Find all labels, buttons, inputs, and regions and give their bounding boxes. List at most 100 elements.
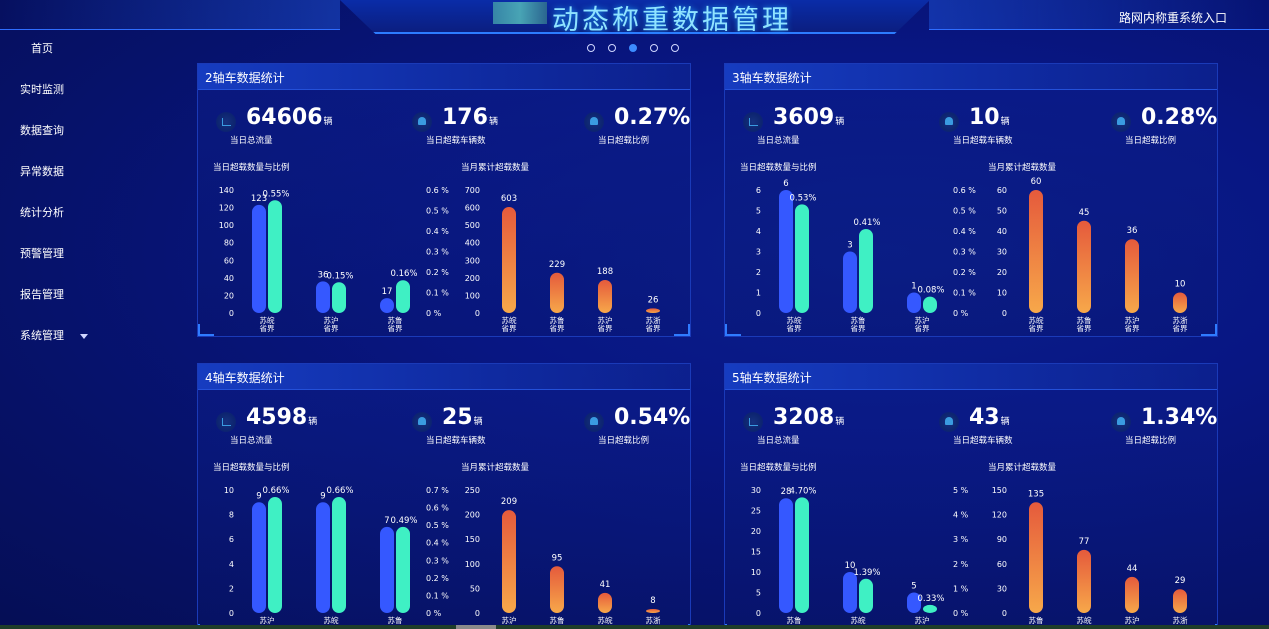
x-tick-label: 苏皖 (502, 315, 517, 325)
stat-caption: 当日总流量 (757, 436, 800, 446)
panel-title: 2轴车数据统计 (205, 71, 285, 85)
y2-tick-label: 2 % (953, 560, 969, 569)
bar-monthly (1173, 589, 1187, 613)
y2-tick-label: 0.6 % (953, 186, 976, 195)
y2-tick-label: 0.3 % (953, 248, 976, 257)
y-tick-label: 10 (997, 289, 1007, 298)
chart-icon (743, 112, 763, 132)
bell-icon (939, 412, 959, 432)
stat-value: 25辆 (442, 405, 483, 430)
daily-chart-title: 当日超载数量与比例 (213, 463, 290, 473)
stat-caption: 当日超载比例 (598, 436, 650, 446)
panel-header: 3轴车数据统计 (725, 64, 1217, 90)
y-tick-label: 30 (751, 486, 761, 495)
y2-tick-label: 0.7 % (426, 486, 449, 495)
y-tick-label: 60 (224, 256, 234, 265)
chart-icon (216, 412, 236, 432)
bar-monthly (1029, 502, 1043, 613)
panel-charts: 0 2 4 6 8 10 0 % 0.1 % 0.2 % 0.3 % 0.4 % 0.5 % 0.6 %… (224, 486, 661, 625)
stat-value: 43辆 (969, 405, 1010, 430)
data-label: 29 (1175, 576, 1186, 586)
sidebar-item-realtime-monitoring[interactable]: 实时监测 (20, 83, 64, 96)
x-tick-label: 省界 (1125, 323, 1141, 333)
bar-count (252, 502, 266, 613)
top-header: 动态称重数据管理 路网内称重系统入口 (0, 0, 1269, 36)
carousel-dot[interactable] (587, 44, 595, 52)
y-tick-label: 5 (756, 589, 761, 598)
stat-value: 10辆 (969, 105, 1010, 130)
sidebar-item-system-management[interactable]: 系统管理 (20, 327, 88, 343)
stat-caption: 当日超载车辆数 (426, 436, 486, 446)
y2-tick-label: 5 % (953, 486, 969, 495)
title-banner (340, 0, 930, 34)
panel-charts: 0 20 40 60 80 100 120 140 0 % 0.1 % 0.2 % 0.3 % 0.4 … (219, 186, 661, 333)
x-tick-label: 苏皖 (787, 315, 802, 325)
bar-count (907, 292, 921, 313)
bar-count (380, 526, 394, 613)
data-label: 135 (1028, 489, 1044, 499)
y-tick-label: 200 (465, 511, 480, 520)
sidebar-item-statistics[interactable]: 统计分析 (20, 206, 64, 219)
bar-monthly (1125, 576, 1139, 613)
stat-caption: 当日总流量 (230, 436, 273, 446)
y-tick-label: 200 (465, 274, 480, 283)
data-label: 209 (501, 497, 517, 507)
y2-tick-label: 0 % (953, 609, 969, 618)
bar-ratio (923, 296, 937, 313)
y2-tick-label: 0.5 % (426, 207, 449, 216)
x-tick-label: 苏鲁 (550, 615, 565, 625)
bar-monthly (1077, 220, 1091, 313)
bar-monthly (646, 609, 660, 613)
sidebar-item-alert-management[interactable]: 预警管理 (20, 247, 64, 260)
sidebar-item-home[interactable]: 首页 (31, 42, 53, 55)
x-tick-label: 苏鲁 (550, 315, 565, 325)
y-tick-label: 0 (1002, 609, 1007, 618)
y-tick-label: 0 (756, 309, 761, 318)
y2-tick-label: 0.1 % (426, 289, 449, 298)
x-tick-label: 省界 (550, 323, 565, 333)
y2-tick-label: 0 % (426, 609, 442, 618)
chevron-down-icon[interactable] (80, 333, 88, 339)
data-label: 0.55% (262, 189, 289, 199)
x-tick-label: 省界 (1173, 323, 1189, 333)
y2-tick-label: 0 % (426, 309, 442, 318)
x-tick-label: 苏鲁 (388, 615, 403, 625)
data-label: 1.39% (853, 568, 880, 578)
sidebar-item-report-management[interactable]: 报告管理 (20, 288, 64, 301)
bar-count (316, 502, 330, 613)
x-tick-label: 苏鲁 (1077, 315, 1092, 325)
carousel-dot-active[interactable] (629, 44, 637, 52)
y2-tick-label: 0.2 % (953, 268, 976, 277)
data-label: 0.33% (917, 594, 944, 604)
horizontal-scrollbar[interactable] (0, 625, 1269, 629)
y-tick-label: 25 (751, 507, 761, 516)
carousel-dot[interactable] (650, 44, 658, 52)
bar-count (316, 281, 330, 313)
carousel-dot[interactable] (671, 44, 679, 52)
bar-ratio (859, 578, 873, 613)
panel-charts: 0 5 10 15 20 25 30 0 % 1 % 2 % 3 % 4 % 5 % 284.70% 苏鲁 1… (751, 486, 1188, 625)
carousel-dots (587, 44, 679, 52)
x-tick-label: 省界 (787, 323, 802, 333)
panel-title: 4轴车数据统计 (205, 371, 285, 385)
data-label: 603 (501, 194, 517, 204)
bar-monthly (598, 279, 612, 313)
x-tick-label: 苏沪 (598, 315, 613, 325)
y-tick-label: 60 (997, 560, 1007, 569)
sidebar-item-data-query[interactable]: 数据查询 (20, 124, 64, 137)
y2-tick-label: 0.5 % (953, 207, 976, 216)
header-wing-left (0, 0, 340, 30)
bar-monthly (1077, 549, 1091, 613)
x-tick-label: 省界 (502, 323, 517, 333)
carousel-dot[interactable] (608, 44, 616, 52)
bell-icon (584, 112, 604, 132)
stat-value: 0.54% (614, 405, 691, 430)
y-tick-label: 3 (756, 248, 761, 257)
y2-tick-label: 0.2 % (426, 574, 449, 583)
y-tick-label: 10 (751, 568, 761, 577)
stat-value: 3609辆 (773, 105, 845, 130)
stat-caption: 当日超载比例 (1125, 436, 1177, 446)
sidebar-item-abnormal-data[interactable]: 异常数据 (20, 165, 64, 178)
network-weighing-entry-link[interactable]: 路网内称重系统入口 (1118, 11, 1227, 25)
stat-value: 0.28% (1141, 105, 1218, 130)
